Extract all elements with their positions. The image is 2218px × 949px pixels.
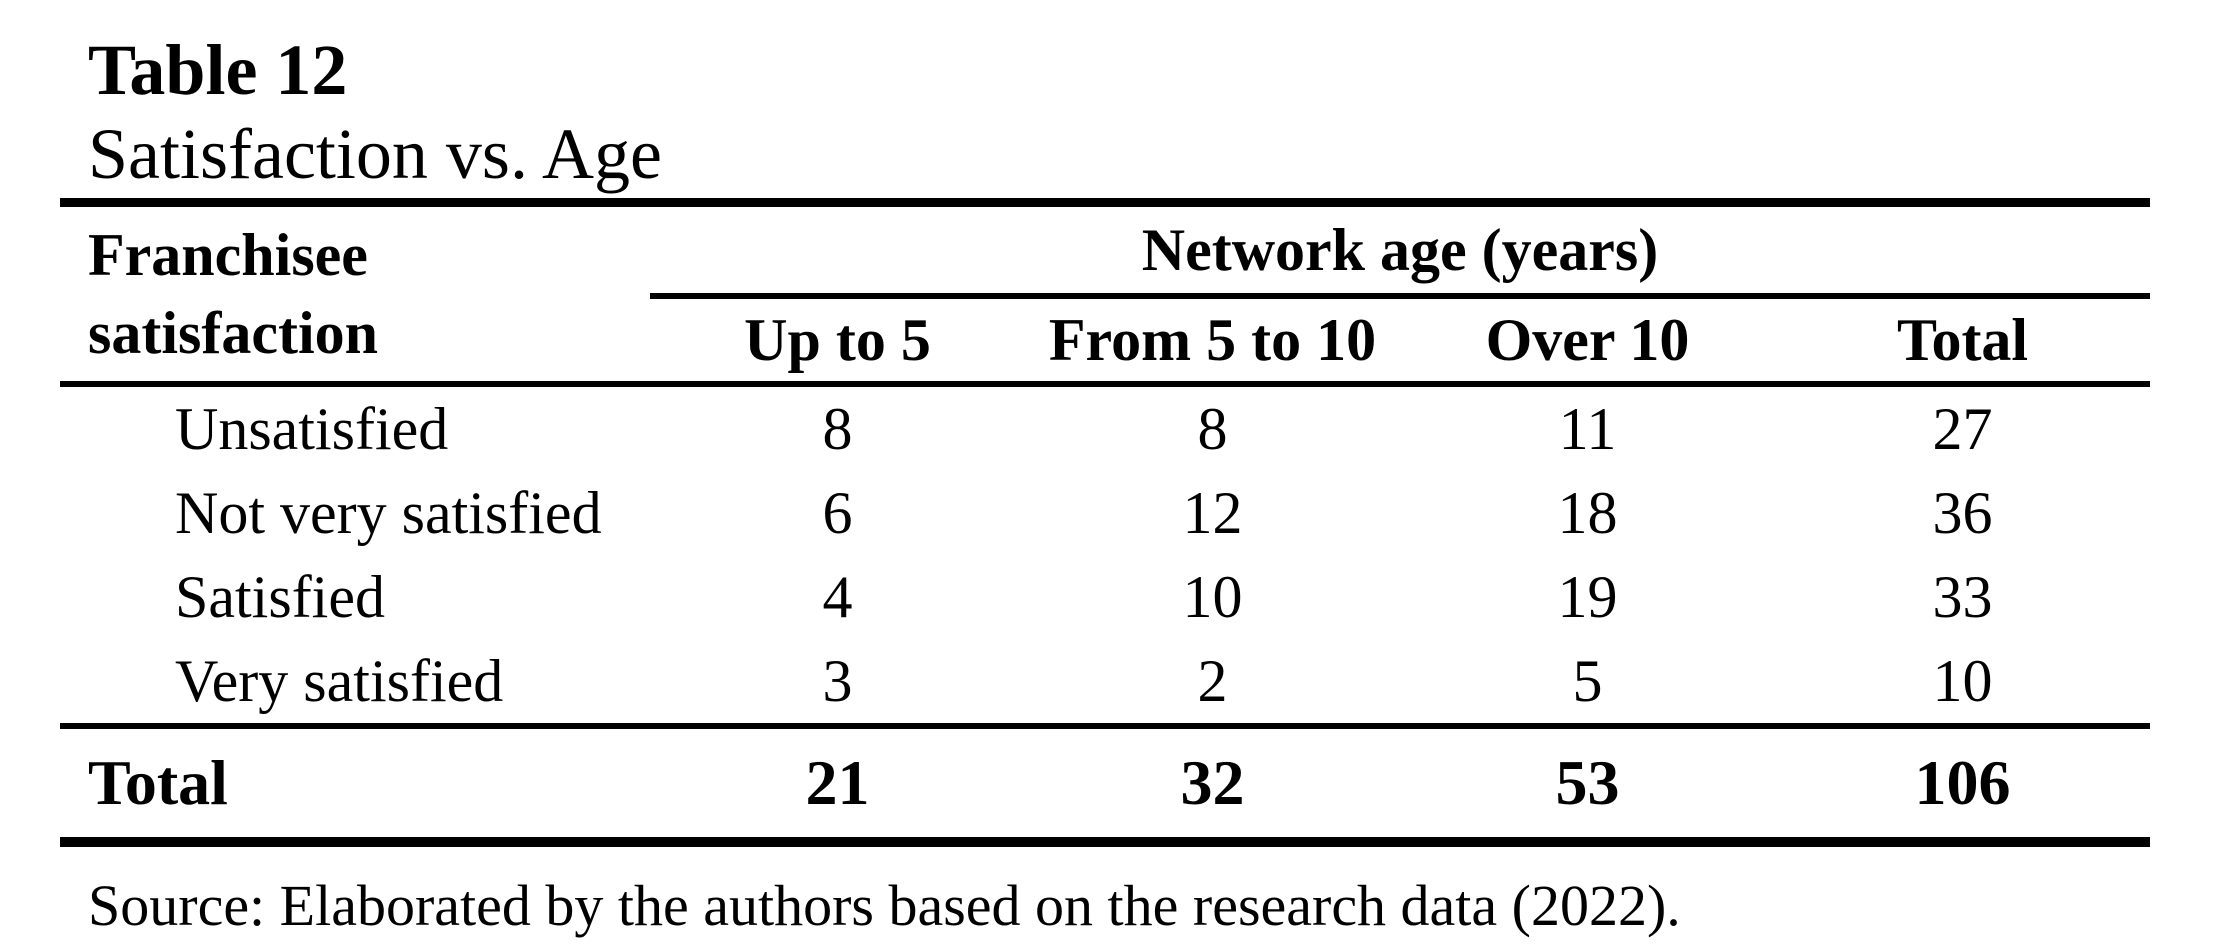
data-cell: 18 bbox=[1557, 479, 1618, 546]
table-row-satisfied: Satisfied 4 10 19 33 bbox=[60, 555, 2150, 639]
spanner-row: Franchisee satisfaction Network age (yea… bbox=[60, 202, 2151, 387]
table-number: Table 12 bbox=[88, 30, 348, 110]
data-cell: 19 bbox=[1557, 563, 1618, 630]
data-cell: 36 bbox=[1932, 479, 1993, 546]
source-note: Source: Elaborated by the authors based … bbox=[88, 873, 1681, 938]
data-cell: 2 bbox=[1197, 647, 1228, 714]
total-row-label: Total bbox=[60, 723, 650, 847]
total-cell: 21 bbox=[650, 723, 1025, 847]
table-row-not-very-satisfied: Not very satisfied 6 12 18 36 bbox=[60, 471, 2150, 555]
row-label: Very satisfied bbox=[175, 647, 504, 714]
row-label: Unsatisfied bbox=[175, 395, 449, 462]
data-cell: 6 bbox=[822, 479, 853, 546]
data-cell: 3 bbox=[822, 647, 853, 714]
column-header-row: Up to 5 From 5 to 10 Over 10 Total bbox=[60, 296, 2151, 387]
data-cell: 11 bbox=[1558, 395, 1617, 462]
total-cell: 106 bbox=[1775, 723, 2151, 847]
satisfaction-vs-age-table: Franchisee satisfaction Network age (yea… bbox=[60, 198, 2151, 847]
row-group-header: Franchisee satisfaction bbox=[60, 202, 650, 387]
data-cell: 12 bbox=[1182, 479, 1243, 546]
table-caption: Table 12 Satisfaction vs. Age bbox=[60, 28, 2150, 196]
data-cell: 27 bbox=[1932, 395, 1993, 462]
table-row-very-satisfied: Very satisfied 3 2 5 10 bbox=[60, 639, 2150, 726]
data-cell: 8 bbox=[822, 395, 853, 462]
data-cell: 10 bbox=[1182, 563, 1243, 630]
data-cell: 8 bbox=[1197, 395, 1228, 462]
row-label: Not very satisfied bbox=[175, 479, 602, 546]
data-cell: 4 bbox=[822, 563, 853, 630]
total-cell: 32 bbox=[1025, 723, 1400, 847]
total-cell: 53 bbox=[1400, 723, 1775, 847]
column-header-total: Total bbox=[1775, 296, 2151, 387]
table-row-unsatisfied: Unsatisfied 8 8 11 27 bbox=[60, 384, 2150, 471]
column-header-over-10: Over 10 bbox=[1400, 296, 1775, 387]
spanner-header: Network age (years) bbox=[650, 202, 2151, 299]
table-title: Satisfaction vs. Age bbox=[88, 114, 662, 194]
data-cell: 10 bbox=[1932, 647, 1993, 714]
column-header-from-5-to-10: From 5 to 10 bbox=[1025, 296, 1400, 387]
data-cell: 33 bbox=[1932, 563, 1993, 630]
total-row: Total 21 32 53 106 bbox=[60, 723, 2151, 847]
column-header-up-to-5: Up to 5 bbox=[650, 296, 1025, 387]
row-label: Satisfied bbox=[175, 563, 385, 630]
data-cell: 5 bbox=[1572, 647, 1603, 714]
